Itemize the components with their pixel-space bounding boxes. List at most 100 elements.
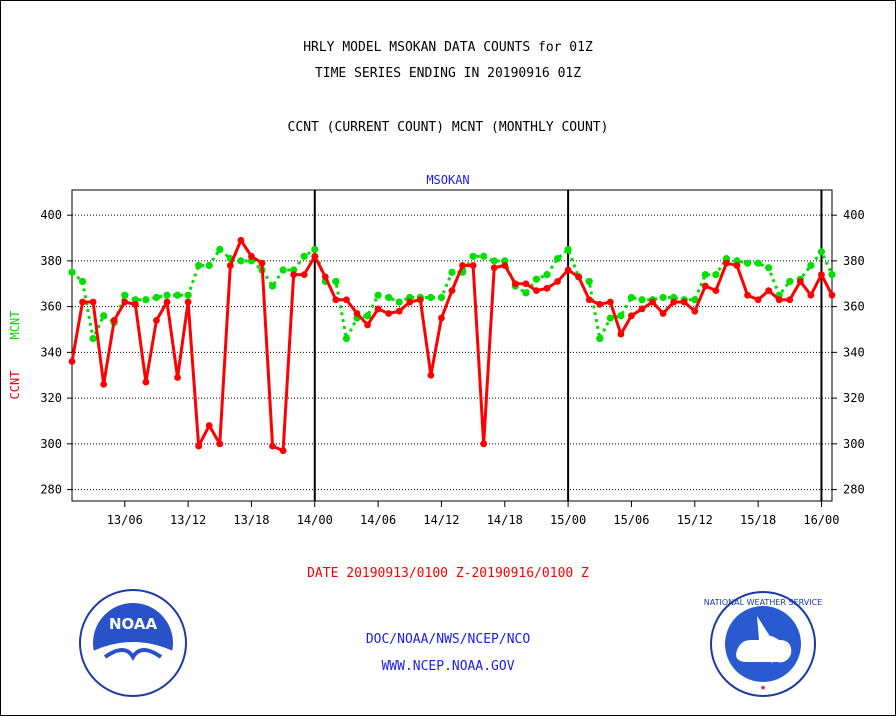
point-ccnt-56: [659, 310, 667, 317]
point-mcnt-36: [448, 268, 456, 276]
point-mcnt-5: [121, 291, 129, 299]
point-mcnt-22: [300, 252, 308, 260]
x-tick-13/12: 13/12: [170, 513, 206, 527]
point-ccnt-16: [237, 236, 245, 244]
point-mcnt-20: [279, 266, 287, 274]
point-ccnt-33: [416, 296, 424, 304]
point-mcnt-44: [532, 275, 541, 283]
point-ccnt-65: [754, 296, 762, 304]
point-ccnt-31: [395, 307, 403, 315]
y-tick-left-300: 300: [40, 437, 62, 451]
point-ccnt-72: [828, 291, 836, 299]
point-mcnt-70: [807, 261, 815, 270]
series-group: [68, 236, 836, 455]
y-tick-left-380: 380: [40, 254, 62, 268]
point-mcnt-71: [817, 248, 826, 256]
point-ccnt-51: [606, 298, 614, 306]
point-mcnt-54: [638, 296, 646, 304]
point-ccnt-43: [522, 280, 530, 288]
plot-border: [71, 189, 833, 502]
point-ccnt-67: [775, 296, 783, 304]
title-line-2: TIME SERIES ENDING IN 20190916 01Z: [314, 66, 582, 81]
point-ccnt-58: [680, 298, 688, 306]
noaa-logo: NOAA: [79, 589, 187, 697]
point-mcnt-59: [691, 296, 699, 304]
point-ccnt-17: [248, 252, 255, 260]
svg-text:★: ★: [760, 682, 766, 693]
point-ccnt-10: [174, 374, 181, 381]
x-tick-15/00: 15/00: [550, 513, 586, 527]
point-ccnt-37: [459, 262, 466, 269]
point-mcnt-40: [490, 257, 498, 265]
y-tick-right-380: 380: [843, 254, 865, 268]
point-ccnt-41: [501, 262, 509, 269]
y-tick-right-300: 300: [843, 437, 865, 451]
url-link[interactable]: WWW.NCEP.NOAA.GOV: [381, 659, 515, 674]
series-ccnt: [68, 236, 836, 455]
point-ccnt-53: [628, 312, 635, 320]
x-tick-13/18: 13/18: [233, 513, 269, 527]
date-range: DATE 20190913/0100 Z-20190916/0100 Z: [307, 566, 589, 581]
point-ccnt-0: [68, 358, 76, 365]
point-ccnt-8: [153, 316, 160, 324]
point-mcnt-51: [606, 314, 614, 322]
station-label: MSOKAN: [426, 173, 470, 187]
nws-logo: ★ NATIONAL WEATHER SERVICE: [704, 591, 822, 697]
point-mcnt-38: [469, 252, 477, 260]
point-mcnt-46: [553, 255, 562, 263]
point-mcnt-47: [564, 245, 572, 254]
point-ccnt-63: [733, 262, 741, 269]
x-tick-15/12: 15/12: [677, 513, 713, 527]
y-tick-right-280: 280: [843, 483, 865, 497]
axes: [67, 189, 837, 507]
x-tick-14/12: 14/12: [423, 513, 459, 527]
y-tick-left-360: 360: [40, 300, 62, 314]
point-ccnt-20: [279, 447, 287, 455]
x-tick-16/00: 16/00: [803, 513, 839, 527]
point-ccnt-48: [575, 273, 583, 281]
point-ccnt-35: [438, 314, 445, 322]
point-ccnt-61: [712, 287, 720, 295]
ylabel-mcnt: MCNT: [8, 311, 22, 340]
ylabel-ccnt: CCNT: [8, 371, 22, 400]
point-ccnt-28: [364, 321, 371, 329]
point-mcnt-3: [100, 312, 108, 320]
point-ccnt-26: [343, 296, 350, 304]
point-ccnt-18: [258, 259, 266, 267]
point-ccnt-32: [406, 298, 414, 306]
point-ccnt-49: [585, 296, 593, 304]
point-mcnt-14: [216, 245, 224, 254]
chart-subtitle: CCNT (CURRENT COUNT) MCNT (MONTHLY COUNT…: [287, 120, 609, 135]
point-ccnt-68: [786, 296, 794, 304]
point-mcnt-7: [142, 296, 150, 304]
point-mcnt-50: [596, 335, 604, 343]
point-mcnt-2: [89, 335, 97, 343]
point-ccnt-1: [79, 298, 86, 306]
point-mcnt-68: [786, 277, 794, 286]
point-mcnt-9: [163, 291, 171, 299]
point-mcnt-16: [237, 257, 245, 265]
x-tick-14/18: 14/18: [487, 513, 523, 527]
point-ccnt-69: [796, 278, 804, 285]
point-ccnt-12: [195, 442, 203, 450]
point-mcnt-19: [268, 282, 277, 290]
y-tick-right-320: 320: [843, 391, 865, 405]
x-tick-13/06: 13/06: [107, 513, 143, 527]
point-ccnt-3: [100, 380, 108, 388]
point-mcnt-25: [332, 277, 340, 286]
x-tick-labels: 13/06 13/12 13/18 14/00 14/06 14/12 14/18 15/00…: [107, 513, 840, 527]
point-mcnt-13: [205, 261, 213, 270]
point-mcnt-65: [754, 259, 762, 267]
point-ccnt-4: [110, 316, 118, 324]
point-ccnt-13: [205, 422, 213, 429]
point-ccnt-25: [332, 296, 340, 304]
point-ccnt-46: [554, 278, 561, 285]
point-ccnt-19: [269, 442, 276, 450]
point-ccnt-5: [121, 298, 129, 306]
y-tick-right-340: 340: [843, 345, 865, 359]
point-ccnt-44: [533, 287, 540, 295]
point-ccnt-42: [511, 280, 519, 288]
point-ccnt-11: [184, 298, 192, 306]
point-ccnt-24: [321, 273, 329, 281]
point-ccnt-29: [374, 305, 382, 313]
